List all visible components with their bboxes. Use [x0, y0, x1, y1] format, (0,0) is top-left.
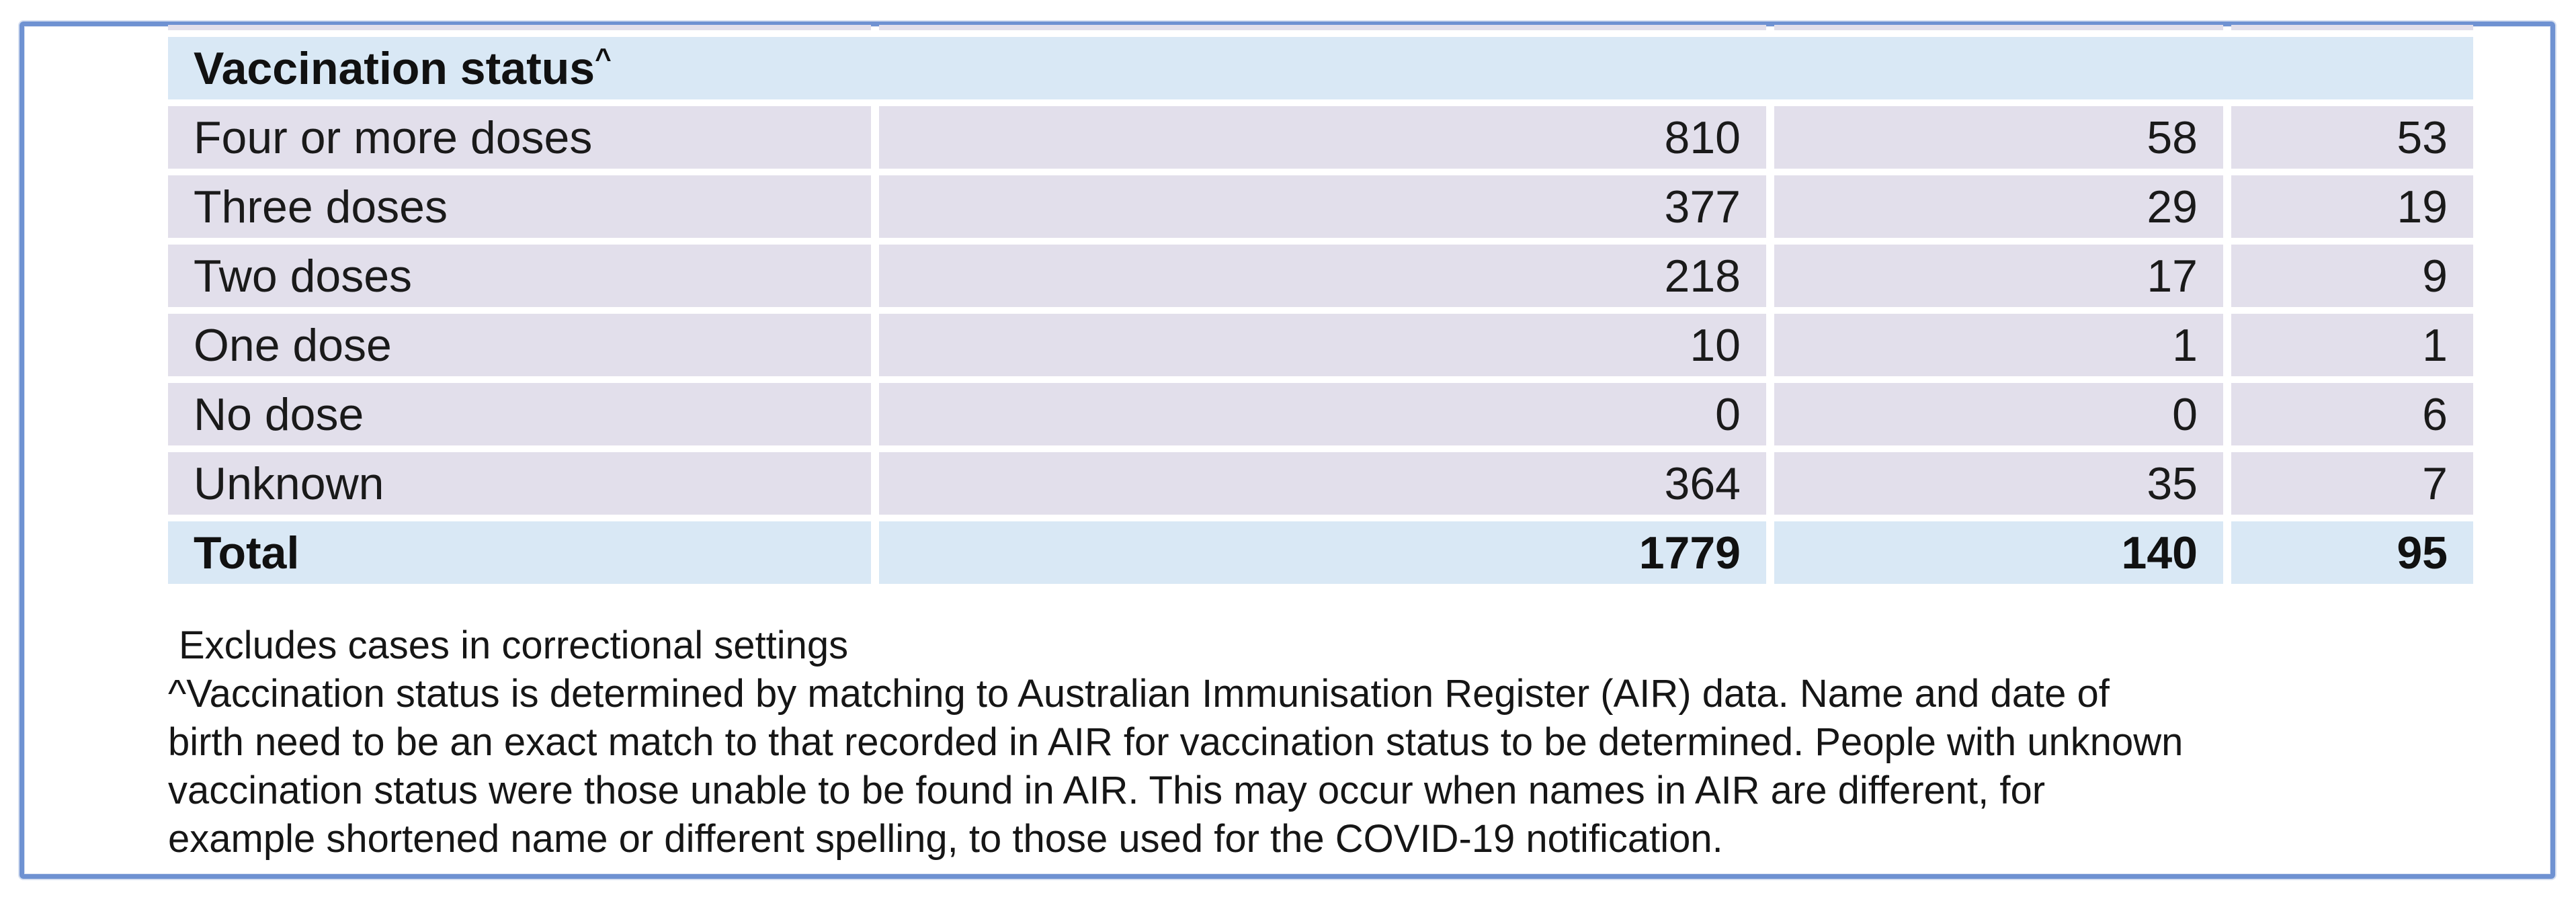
table-row: No dose 0 0 6	[168, 383, 2473, 445]
outer-border-box	[19, 22, 2555, 879]
value-cell: 58	[1774, 106, 2223, 169]
value-cell: 6	[2231, 383, 2473, 445]
partial-cell	[168, 25, 871, 30]
vaccination-status-table: Vaccination status^ Four or more doses 8…	[160, 18, 2481, 591]
total-value-cell: 140	[1774, 521, 2223, 584]
value-cell: 0	[1774, 383, 2223, 445]
table-row: Unknown 364 35 7	[168, 452, 2473, 515]
value-cell: 364	[879, 452, 1766, 515]
value-cell: 9	[2231, 245, 2473, 307]
total-value-cell: 95	[2231, 521, 2473, 584]
table-row: Three doses 377 29 19	[168, 175, 2473, 238]
footnote-vaccination-paragraph: ^Vaccination status is determined by mat…	[168, 672, 2184, 861]
value-cell: 35	[1774, 452, 2223, 515]
row-label-cell: Four or more doses	[168, 106, 871, 169]
value-cell: 29	[1774, 175, 2223, 238]
value-cell: 19	[2231, 175, 2473, 238]
row-label-cell: Three doses	[168, 175, 871, 238]
value-cell: 0	[879, 383, 1766, 445]
table-row: One dose 10 1 1	[168, 314, 2473, 376]
footnote-marker-sup: ^	[595, 42, 612, 74]
value-cell: 377	[879, 175, 1766, 238]
value-cell: 1	[1774, 314, 2223, 376]
total-value-cell: 1779	[879, 521, 1766, 584]
row-label-cell: One dose	[168, 314, 871, 376]
table-header-label: Vaccination status	[194, 42, 595, 94]
partial-row-sliver	[168, 25, 2473, 30]
row-label-cell: Unknown	[168, 452, 871, 515]
value-cell: 53	[2231, 106, 2473, 169]
value-cell: 218	[879, 245, 1766, 307]
row-label-cell: Two doses	[168, 245, 871, 307]
total-label-cell: Total	[168, 521, 871, 584]
table-header-cell: Vaccination status^	[168, 37, 2473, 99]
value-cell: 1	[2231, 314, 2473, 376]
partial-cell	[879, 25, 1766, 30]
partial-cell	[1774, 25, 2223, 30]
footnotes-block: Excludes cases in correctional settings …	[168, 621, 2507, 863]
footnote-exclusions: Excludes cases in correctional settings	[179, 624, 849, 667]
table-row: Four or more doses 810 58 53	[168, 106, 2473, 169]
partial-cell	[2231, 25, 2473, 30]
total-row: Total 1779 140 95	[168, 521, 2473, 584]
value-cell: 10	[879, 314, 1766, 376]
value-cell: 17	[1774, 245, 2223, 307]
value-cell: 810	[879, 106, 1766, 169]
row-label-cell: No dose	[168, 383, 871, 445]
table-row: Two doses 218 17 9	[168, 245, 2473, 307]
table-header-row: Vaccination status^	[168, 37, 2473, 99]
value-cell: 7	[2231, 452, 2473, 515]
